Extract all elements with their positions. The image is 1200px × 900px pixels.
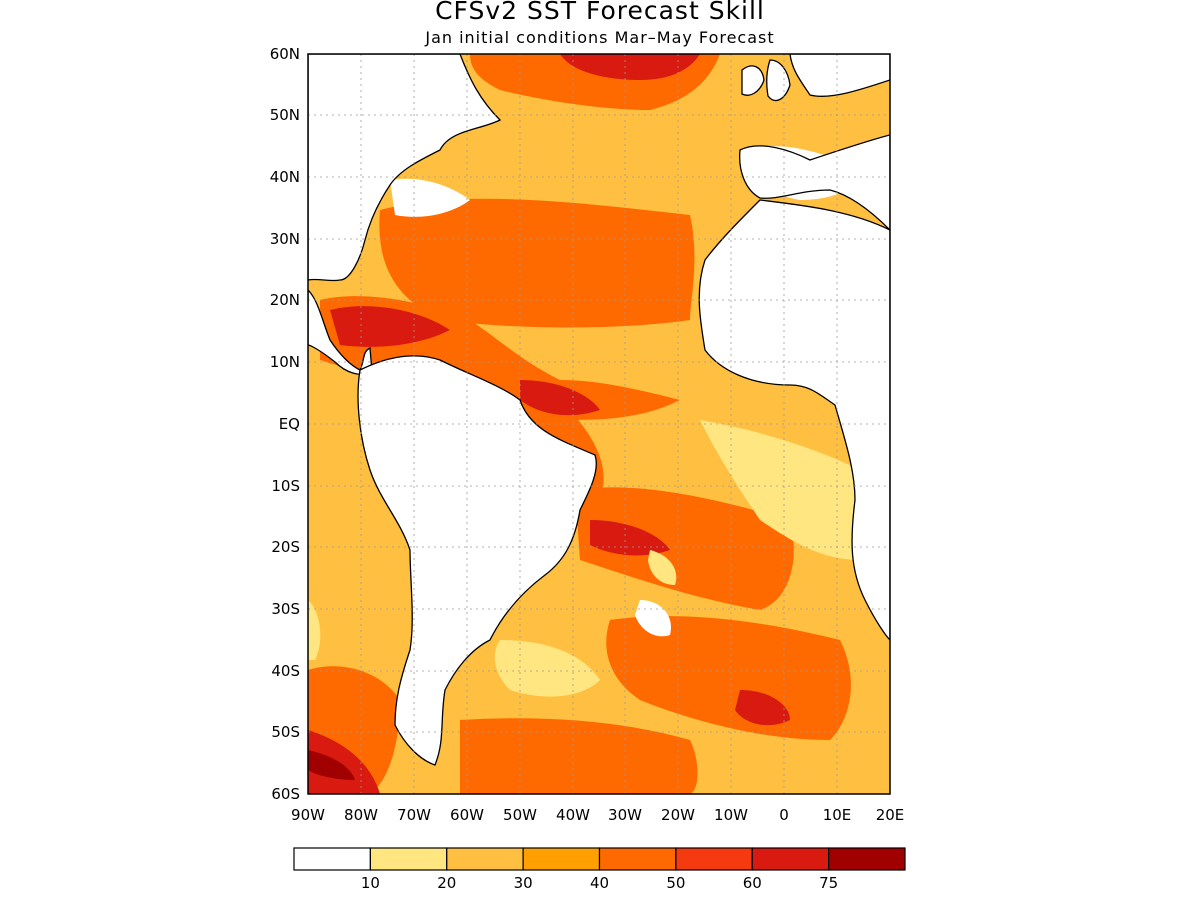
latitude-labels: 60N 50N 40N 30N 20N 10N EQ 10S 20S 30S 4…: [270, 45, 300, 803]
colorbar-tick-label: 40: [590, 874, 609, 892]
lon-label: 30W: [608, 806, 642, 824]
map-subtitle: Jan initial conditions Mar–May Forecast: [425, 28, 775, 47]
colorbar-swatch: [522, 847, 601, 871]
colorbar-tick-label: 50: [666, 874, 685, 892]
lat-label: EQ: [279, 415, 300, 433]
colorbar-swatch: [598, 847, 677, 871]
lon-label: 10W: [714, 806, 748, 824]
lon-label: 10E: [823, 806, 852, 824]
graticule: [308, 54, 890, 794]
longitude-labels: 90W 80W 70W 60W 50W 40W 30W 20W 10W 0 10…: [291, 806, 904, 824]
lon-label: 70W: [397, 806, 431, 824]
colorbar-tick-label: 75: [819, 874, 838, 892]
colorbar-swatch: [293, 847, 371, 871]
colorbar: 10 20 30 40 50 60 75: [293, 847, 906, 892]
lon-label: 40W: [556, 806, 590, 824]
lat-label: 40S: [271, 662, 300, 680]
lat-label: 50N: [270, 106, 300, 124]
colorbar-tick-label: 10: [361, 874, 380, 892]
lat-label: 20S: [271, 538, 300, 556]
lat-label: 30N: [270, 230, 300, 248]
colorbar-tick-label: 60: [743, 874, 762, 892]
lat-label: 30S: [271, 600, 300, 618]
colorbar-swatch: [675, 847, 753, 871]
land-mask: [308, 54, 890, 766]
lat-label: 10N: [270, 353, 300, 371]
lon-label: 60W: [450, 806, 484, 824]
lon-label: 50W: [503, 806, 537, 824]
lat-label: 20N: [270, 291, 300, 309]
lat-label: 60S: [271, 785, 300, 803]
colorbar-swatch: [751, 847, 830, 871]
lon-label: 20W: [661, 806, 695, 824]
lon-label: 0: [779, 806, 789, 824]
colorbar-swatch: [828, 847, 906, 871]
lon-label: 80W: [344, 806, 378, 824]
lon-label: 20E: [876, 806, 905, 824]
lat-label: 40N: [270, 168, 300, 186]
colorbar-swatch: [369, 847, 448, 871]
colorbar-tick-label: 30: [514, 874, 533, 892]
lat-label: 10S: [271, 477, 300, 495]
colorbar-tick-label: 20: [437, 874, 456, 892]
lat-label: 50S: [271, 723, 300, 741]
lon-label: 90W: [291, 806, 325, 824]
lat-label: 60N: [270, 45, 300, 63]
map-frame: [307, 53, 891, 795]
map-title: CFSv2 SST Forecast Skill: [435, 0, 765, 25]
colorbar-swatch: [446, 847, 524, 871]
